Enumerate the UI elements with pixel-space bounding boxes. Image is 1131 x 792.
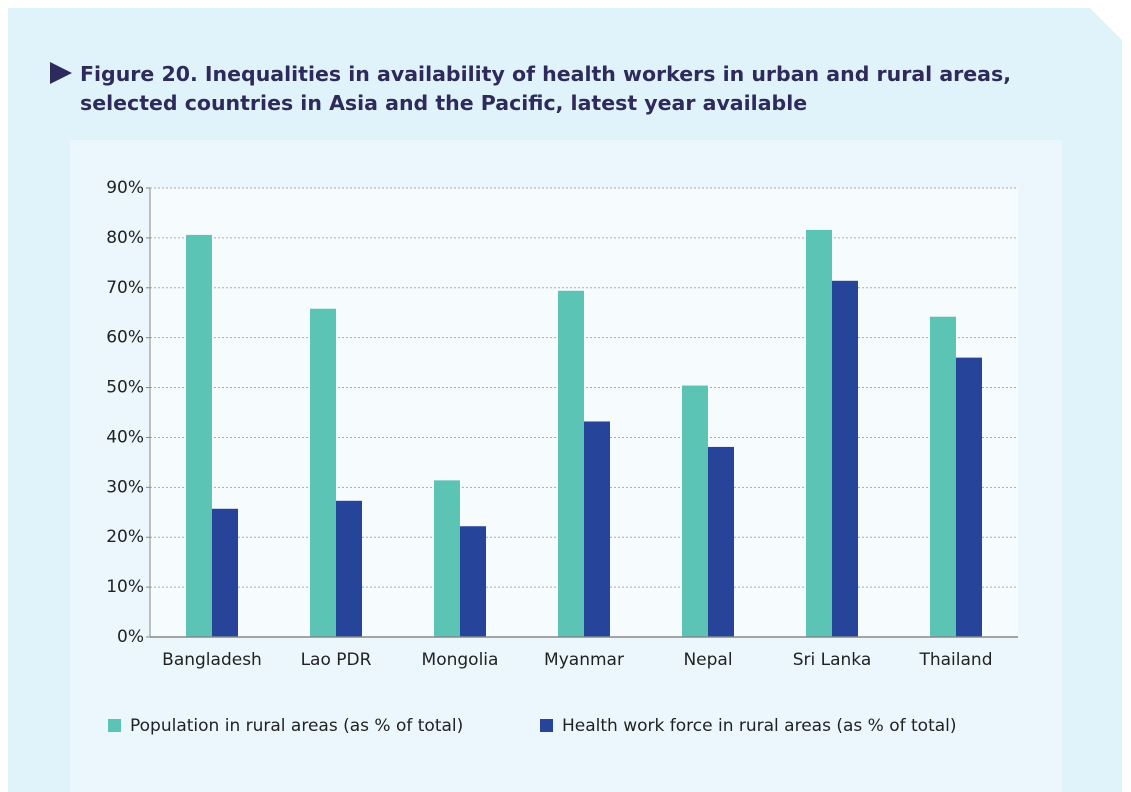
x-tick-label: Sri Lanka	[793, 650, 872, 670]
x-tick-label: Myanmar	[544, 650, 624, 670]
bar	[930, 316, 956, 637]
legend-swatch	[540, 719, 553, 732]
bar	[186, 234, 212, 637]
x-tick-label: Lao PDR	[301, 650, 372, 670]
chart-title: Figure 20. Inequalities in availability …	[80, 62, 1011, 115]
bar	[212, 508, 238, 637]
y-tick-label: 40%	[106, 427, 144, 447]
y-tick-label: 20%	[106, 527, 144, 547]
legend-label: Population in rural areas (as % of total…	[130, 716, 463, 736]
bar	[682, 385, 708, 637]
x-tick-label: Mongolia	[422, 650, 499, 670]
bar	[336, 500, 362, 637]
y-tick-label: 70%	[106, 278, 144, 298]
x-tick-label: Bangladesh	[162, 650, 262, 670]
bar	[832, 280, 858, 637]
bar	[806, 229, 832, 637]
bar	[558, 290, 584, 637]
x-tick-label: Nepal	[683, 650, 732, 670]
title-marker	[50, 62, 72, 84]
legend-label: Health work force in rural areas (as % o…	[562, 716, 957, 736]
y-tick-label: 0%	[117, 627, 144, 647]
bar	[956, 357, 982, 637]
y-tick-label: 80%	[106, 228, 144, 248]
bar	[434, 480, 460, 637]
bar	[708, 446, 734, 637]
y-tick-label: 50%	[106, 378, 144, 398]
bar	[460, 526, 486, 637]
bar	[584, 421, 610, 637]
y-tick-label: 30%	[106, 477, 144, 497]
legend-swatch	[108, 719, 121, 732]
y-tick-label: 60%	[106, 328, 144, 348]
y-tick-label: 10%	[106, 577, 144, 597]
y-tick-label: 90%	[106, 178, 144, 198]
x-tick-label: Thailand	[918, 650, 992, 670]
bar	[310, 308, 336, 637]
